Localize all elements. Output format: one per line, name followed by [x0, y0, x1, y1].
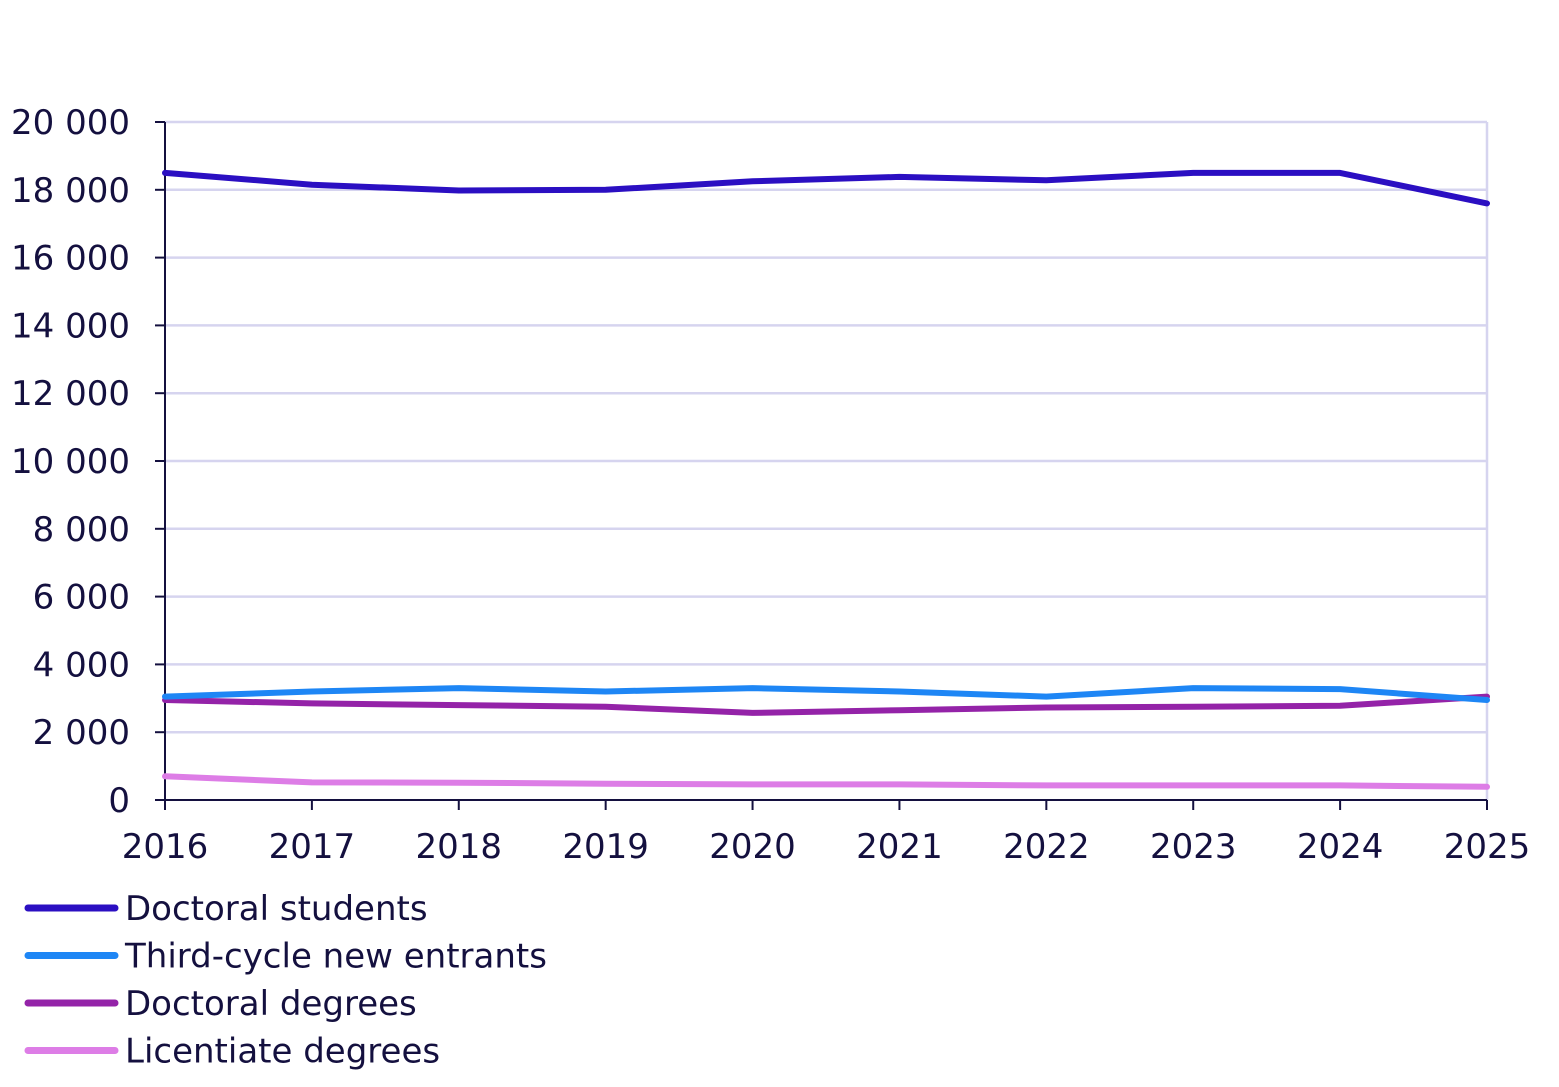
- y-tick-label-10: 20 000: [11, 103, 130, 143]
- x-tick-label-4: 2020: [709, 827, 796, 867]
- y-tick-label-6: 12 000: [11, 374, 130, 414]
- y-tick-label-1: 2 000: [33, 713, 130, 753]
- legend-label-3: Licentiate degrees: [125, 1032, 440, 1072]
- y-tick-label-7: 14 000: [11, 306, 130, 346]
- y-tick-label-2: 4 000: [33, 645, 130, 685]
- legend-label-0: Doctoral students: [125, 889, 428, 929]
- x-tick-label-8: 2024: [1297, 827, 1384, 867]
- legend-item-2: Doctoral degrees: [24, 984, 417, 1024]
- y-tick-label-3: 6 000: [33, 578, 130, 618]
- series-line-3: [162, 773, 1490, 790]
- y-tick-label-8: 16 000: [11, 239, 130, 279]
- x-tick-label-3: 2019: [562, 827, 649, 867]
- y-tick-label-5: 10 000: [11, 442, 130, 482]
- series-line-1: [162, 685, 1490, 703]
- y-tick-label-9: 18 000: [11, 171, 130, 211]
- x-axis-ticks: 2016 2017 2018 2019 2020 2021 2022 2023 2024 2025: [122, 800, 1531, 867]
- series-line-2: [162, 693, 1490, 716]
- x-tick-label-2: 2018: [416, 827, 503, 867]
- series-line-0: [162, 169, 1490, 207]
- x-tick-label-0: 2016: [122, 827, 209, 867]
- legend-label-1: Third-cycle new entrants: [124, 937, 547, 977]
- legend: Doctoral students Third-cycle new entrant…: [24, 889, 547, 1072]
- x-tick-label-9: 2025: [1444, 827, 1531, 867]
- legend-item-3: Licentiate degrees: [24, 1032, 440, 1072]
- x-tick-label-6: 2022: [1003, 827, 1090, 867]
- x-tick-label-1: 2017: [269, 827, 356, 867]
- x-tick-label-7: 2023: [1150, 827, 1237, 867]
- y-tick-label-0: 0: [108, 781, 130, 821]
- y-tick-label-4: 8 000: [33, 510, 130, 550]
- series-lines: [162, 169, 1490, 790]
- legend-item-0: Doctoral students: [24, 889, 428, 929]
- gridlines: [165, 120, 1489, 800]
- x-tick-label-5: 2021: [856, 827, 943, 867]
- legend-item-1: Third-cycle new entrants: [24, 937, 547, 977]
- legend-label-2: Doctoral degrees: [125, 984, 417, 1024]
- y-axis-ticks: 0 2 000 4 000 6 000 8 000 10 000 12 000 14 000 1…: [11, 103, 165, 821]
